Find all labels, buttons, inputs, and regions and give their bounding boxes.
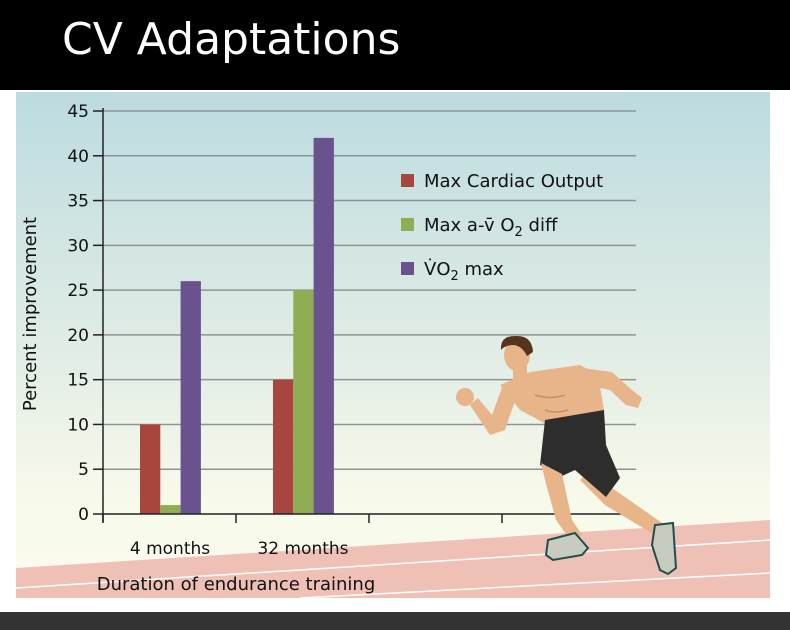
y-tick-label: 30	[67, 236, 89, 256]
legend-text: Max a-v̄ O	[424, 215, 515, 236]
y-tick-label: 15	[67, 371, 89, 391]
legend-text: V̇O	[424, 259, 450, 280]
bar-max-cardiac-output-32-months	[273, 379, 294, 514]
bar-max-a-v-o2-diff-32-months	[293, 290, 314, 514]
x-axis-label: Duration of endurance training	[97, 574, 376, 595]
legend-swatch	[401, 174, 414, 187]
slide-footer-bar	[0, 612, 790, 630]
y-tick-label: 25	[67, 281, 89, 301]
legend-swatch	[401, 262, 414, 275]
legend-text: diff	[523, 215, 558, 236]
y-tick-label: 0	[78, 505, 89, 525]
x-tick-label: 32 months	[257, 539, 348, 559]
slide-title: CV Adaptations	[62, 14, 401, 65]
legend-label: Max Cardiac Output	[424, 171, 603, 192]
legend-swatch	[401, 218, 414, 231]
bar-max-cardiac-output-4-months	[140, 424, 161, 514]
subscript: 2	[515, 225, 523, 240]
sprinter-illustration	[456, 335, 678, 576]
y-tick-label: 10	[67, 415, 89, 435]
legend-label: Max a-v̄ O2 diff	[424, 215, 558, 240]
y-tick-label: 45	[67, 102, 89, 122]
bar-v-o2-max-4-months	[180, 281, 201, 514]
y-tick-label: 35	[67, 192, 89, 212]
track-lane-line	[15, 539, 771, 589]
track-lane-line	[299, 572, 771, 599]
y-axis-label: Percent improvement	[20, 217, 41, 411]
bar-max-a-v-o2-diff-4-months	[160, 505, 181, 514]
y-tick-label: 5	[78, 460, 89, 480]
y-tick-label: 40	[67, 147, 89, 167]
legend-label: V̇O2 max	[424, 259, 504, 284]
bar-v-o2-max-32-months	[313, 137, 334, 514]
x-tick-label: 4 months	[130, 539, 210, 559]
legend-text: max	[459, 259, 504, 280]
slide-header: CV Adaptations	[0, 0, 790, 90]
subscript: 2	[450, 269, 458, 284]
y-tick-label: 20	[67, 326, 89, 346]
